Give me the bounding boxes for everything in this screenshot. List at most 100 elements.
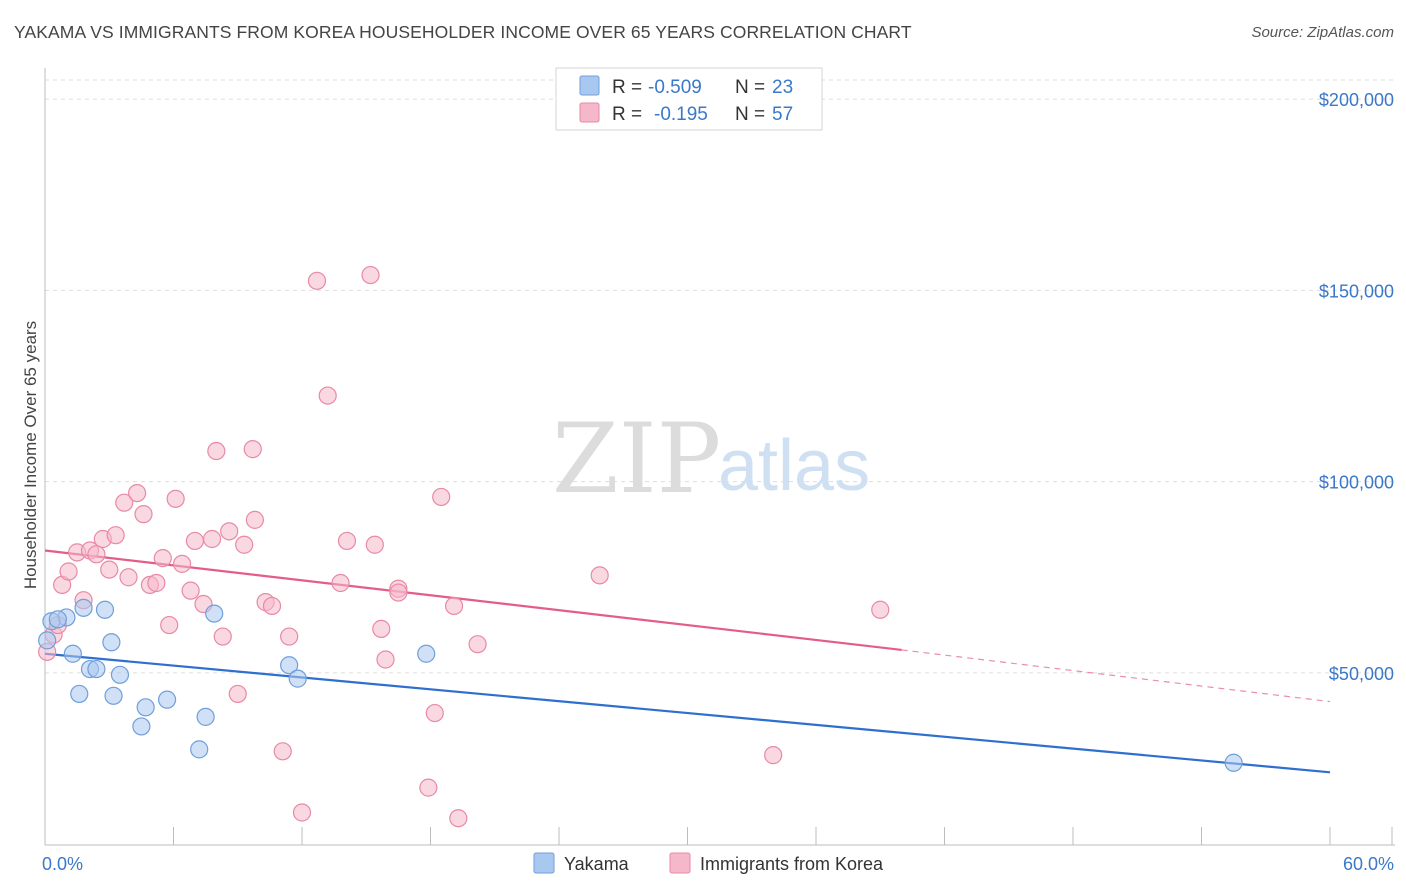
point-yakama-9: [104, 686, 123, 705]
data-points: [38, 265, 1243, 828]
point-yakama-17: [280, 656, 299, 675]
y-tick-label-50000: $50,000: [1329, 664, 1394, 684]
point-yakama-2: [63, 644, 82, 663]
trend-lines: [44, 549, 1331, 774]
point-korea-21: [172, 554, 192, 573]
point-korea-44: [372, 619, 391, 638]
point-korea-37: [292, 803, 312, 822]
series-label-korea: Immigrants from Korea: [700, 854, 884, 874]
series-swatch-yakama: [533, 852, 555, 874]
legend-n-label-2: N =: [735, 104, 765, 125]
watermark: ZIP atlas: [552, 403, 870, 515]
legend-swatch-korea: [579, 102, 600, 123]
point-korea-54: [590, 566, 609, 585]
point-korea-26: [207, 441, 226, 461]
point-korea-18: [153, 549, 172, 568]
x-tick-labels: 0.0% 60.0%: [42, 854, 1394, 874]
point-korea-31: [243, 440, 262, 459]
point-korea-28: [220, 522, 239, 541]
point-korea-32: [245, 510, 264, 529]
legend-r-value-2: -0.195: [654, 104, 708, 125]
series-legend: Yakama Immigrants from Korea: [533, 852, 884, 874]
point-korea-41: [337, 531, 357, 551]
legend-r-label-2: R =: [612, 104, 642, 125]
point-korea-25: [202, 529, 222, 549]
x-tick-label-end: 60.0%: [1343, 854, 1394, 874]
point-korea-51: [444, 596, 464, 616]
point-yakama-19: [417, 644, 436, 663]
point-korea-52: [449, 809, 468, 828]
point-yakama-13: [157, 690, 177, 709]
point-korea-10: [100, 560, 119, 579]
point-korea-34: [262, 596, 282, 616]
axes: [44, 68, 1395, 846]
point-korea-12: [115, 493, 134, 512]
correlation-legend: R = -0.509 N = 23 R = -0.195 N = 57: [555, 67, 823, 131]
point-yakama-10: [110, 665, 130, 684]
point-korea-13: [119, 568, 138, 587]
point-korea-17: [147, 573, 166, 593]
point-yakama-18: [288, 669, 307, 688]
point-korea-43: [365, 535, 384, 554]
y-tick-label-200000: $200,000: [1319, 90, 1394, 110]
point-korea-29: [228, 684, 247, 704]
point-yakama-6: [87, 659, 106, 679]
point-yakama-16: [205, 604, 224, 623]
watermark-atlas: atlas: [718, 426, 870, 506]
point-korea-40: [331, 573, 350, 593]
point-yakama-8: [102, 633, 121, 652]
point-korea-15: [134, 505, 153, 524]
point-korea-53: [468, 635, 487, 654]
legend-n-label-1: N =: [735, 77, 765, 98]
point-yakama-15: [196, 707, 215, 726]
point-yakama-21: [48, 610, 67, 629]
point-korea-4: [59, 562, 78, 581]
y-tick-labels: $50,000 $100,000 $150,000 $200,000: [1319, 90, 1394, 684]
point-yakama-14: [190, 740, 209, 759]
point-korea-56: [871, 600, 890, 619]
point-korea-14: [127, 484, 147, 503]
point-korea-38: [307, 271, 327, 290]
series-swatch-korea: [669, 852, 691, 874]
legend-r-value-1: -0.509: [648, 77, 702, 98]
point-yakama-0: [38, 631, 57, 650]
point-korea-47: [389, 583, 408, 602]
point-korea-20: [166, 489, 185, 508]
point-korea-49: [425, 703, 444, 723]
point-korea-27: [213, 627, 232, 646]
legend-r-label-1: R =: [612, 77, 642, 98]
y-axis-label: Householder Income Over 65 years: [21, 321, 40, 589]
source-label: Source: ZipAtlas.com: [1251, 24, 1394, 41]
point-korea-36: [280, 627, 299, 646]
point-yakama-3: [70, 684, 89, 704]
legend-swatch-yakama: [579, 75, 600, 96]
point-yakama-22: [1224, 753, 1243, 772]
point-korea-55: [764, 746, 783, 765]
point-korea-22: [181, 581, 200, 600]
point-yakama-12: [136, 698, 155, 717]
y-tick-label-100000: $100,000: [1319, 473, 1394, 493]
point-korea-50: [432, 487, 451, 507]
point-korea-48: [419, 778, 438, 797]
point-korea-8: [87, 545, 106, 564]
point-yakama-11: [132, 717, 151, 736]
legend-box: [555, 67, 823, 131]
point-yakama-7: [95, 600, 115, 619]
chart-title: YAKAMA VS IMMIGRANTS FROM KOREA HOUSEHOL…: [14, 22, 912, 42]
point-korea-35: [273, 742, 292, 761]
point-korea-39: [318, 386, 337, 405]
trend-line-ext-1: [901, 649, 1331, 703]
point-korea-30: [235, 535, 254, 554]
x-tick-label-start: 0.0%: [42, 854, 83, 874]
point-korea-42: [361, 265, 380, 285]
point-korea-45: [376, 650, 395, 669]
legend-n-value-2: 57: [772, 104, 793, 125]
point-korea-19: [160, 615, 179, 635]
grid-lines: [45, 79, 1395, 674]
y-tick-label-150000: $150,000: [1319, 281, 1394, 301]
point-yakama-4: [74, 598, 93, 617]
watermark-zip: ZIP: [552, 403, 721, 515]
series-label-yakama: Yakama: [564, 854, 630, 874]
legend-n-value-1: 23: [772, 77, 793, 98]
